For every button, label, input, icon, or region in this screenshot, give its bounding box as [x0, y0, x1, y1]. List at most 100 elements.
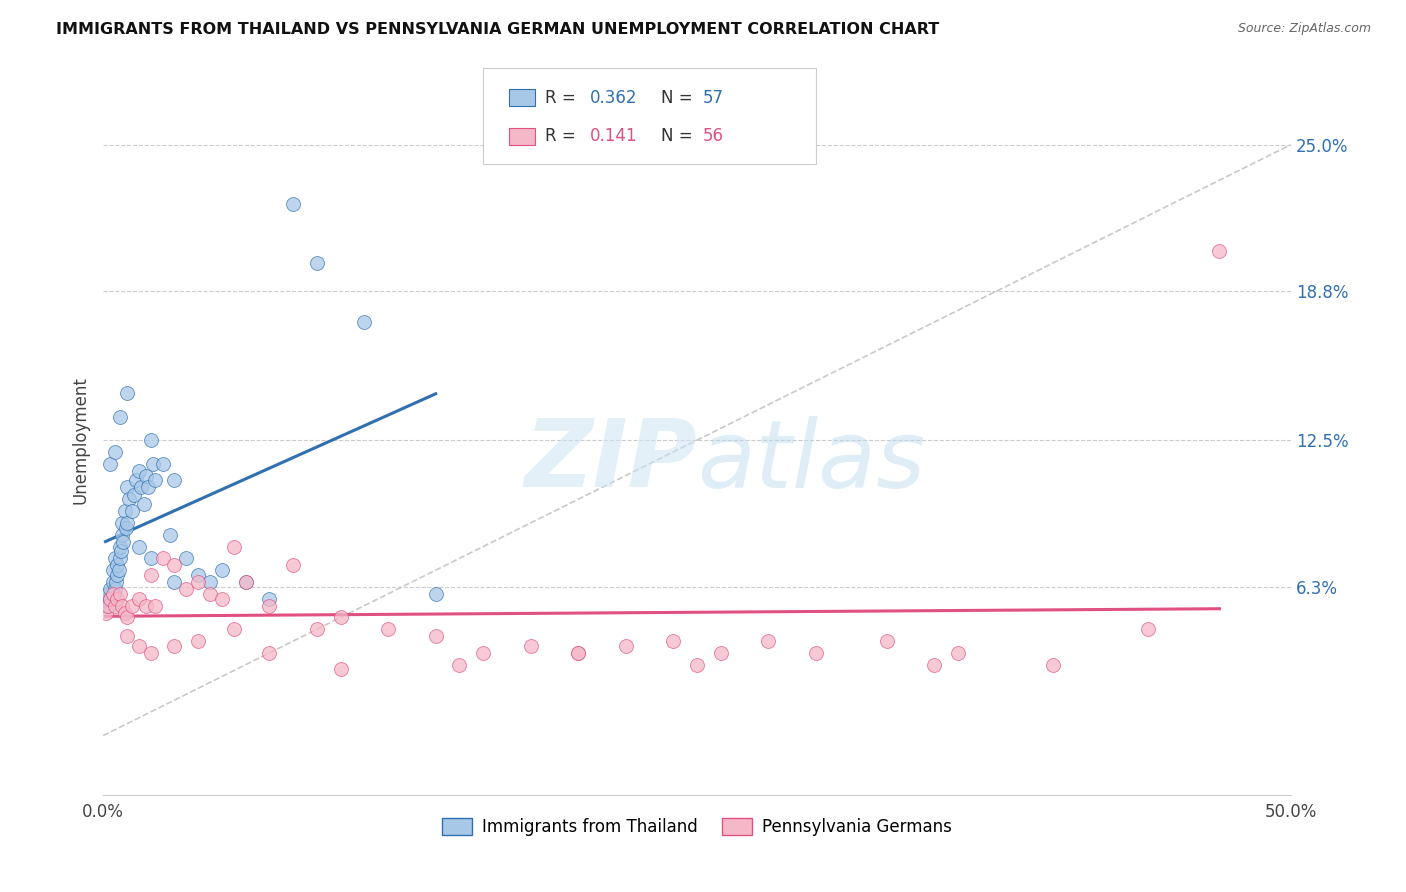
Point: [108, 587, 131, 601]
Point: [353, 315, 375, 329]
Point: [1137, 622, 1160, 636]
Point: [105, 591, 128, 606]
Point: [104, 551, 127, 566]
Text: N =: N =: [661, 128, 699, 145]
Point: [111, 527, 134, 541]
Point: [105, 558, 128, 573]
Point: [94, 606, 117, 620]
Point: [114, 504, 136, 518]
Point: [281, 197, 304, 211]
FancyBboxPatch shape: [509, 128, 536, 145]
Point: [114, 521, 136, 535]
Point: [129, 480, 152, 494]
Point: [174, 582, 197, 596]
Point: [135, 599, 157, 613]
Point: [104, 445, 127, 459]
Point: [567, 646, 589, 660]
Point: [98, 457, 121, 471]
Point: [329, 663, 352, 677]
Point: [103, 587, 125, 601]
Point: [187, 568, 209, 582]
Point: [163, 574, 186, 589]
Point: [235, 574, 257, 589]
Point: [222, 540, 245, 554]
Point: [142, 457, 165, 471]
Point: [924, 657, 946, 672]
Point: [259, 646, 281, 660]
Point: [614, 639, 637, 653]
Point: [152, 457, 174, 471]
Point: [98, 582, 121, 596]
Y-axis label: Unemployment: Unemployment: [72, 376, 89, 504]
Point: [98, 599, 121, 613]
Legend: Immigrants from Thailand, Pennsylvania Germans: Immigrants from Thailand, Pennsylvania G…: [434, 812, 959, 843]
Point: [662, 634, 685, 648]
Point: [115, 610, 138, 624]
Point: [108, 409, 131, 424]
Point: [139, 646, 162, 660]
Point: [449, 657, 471, 672]
Point: [222, 622, 245, 636]
Point: [187, 634, 209, 648]
Point: [111, 516, 134, 530]
Point: [187, 574, 209, 589]
Point: [101, 574, 124, 589]
Point: [946, 646, 969, 660]
Point: [112, 534, 135, 549]
Point: [305, 622, 328, 636]
Text: N =: N =: [661, 89, 699, 107]
Point: [329, 610, 352, 624]
Point: [115, 629, 138, 643]
Point: [1208, 244, 1230, 259]
Point: [128, 591, 150, 606]
Point: [97, 599, 120, 613]
Point: [114, 606, 136, 620]
Point: [136, 480, 159, 494]
Point: [139, 433, 162, 447]
Point: [111, 599, 134, 613]
Point: [101, 587, 124, 601]
Text: 0.362: 0.362: [591, 89, 637, 107]
Point: [107, 563, 129, 577]
Point: [132, 497, 155, 511]
Point: [281, 558, 304, 573]
Point: [121, 504, 143, 518]
Point: [96, 591, 118, 606]
Point: [105, 574, 128, 589]
Point: [377, 622, 399, 636]
Point: [519, 639, 541, 653]
FancyBboxPatch shape: [509, 89, 536, 106]
Point: [198, 587, 221, 601]
Point: [145, 474, 167, 488]
Point: [211, 591, 233, 606]
Point: [152, 551, 174, 566]
Point: [159, 527, 181, 541]
Point: [128, 464, 150, 478]
Point: [876, 634, 898, 648]
Point: [198, 574, 221, 589]
Point: [122, 487, 145, 501]
Point: [135, 468, 157, 483]
Point: [128, 639, 150, 653]
Point: [125, 474, 148, 488]
Point: [211, 563, 233, 577]
Text: Source: ZipAtlas.com: Source: ZipAtlas.com: [1237, 22, 1371, 36]
Point: [567, 646, 589, 660]
Point: [115, 480, 138, 494]
Text: R =: R =: [546, 89, 581, 107]
Point: [174, 551, 197, 566]
Text: 57: 57: [703, 89, 724, 107]
Point: [472, 646, 495, 660]
Point: [1042, 657, 1064, 672]
Point: [804, 646, 827, 660]
Point: [425, 629, 447, 643]
Point: [756, 634, 779, 648]
Text: 56: 56: [703, 128, 724, 145]
Point: [425, 587, 447, 601]
Point: [710, 646, 733, 660]
Point: [110, 544, 132, 558]
Point: [105, 568, 128, 582]
Point: [139, 551, 162, 566]
Point: [104, 599, 127, 613]
FancyBboxPatch shape: [484, 68, 815, 164]
